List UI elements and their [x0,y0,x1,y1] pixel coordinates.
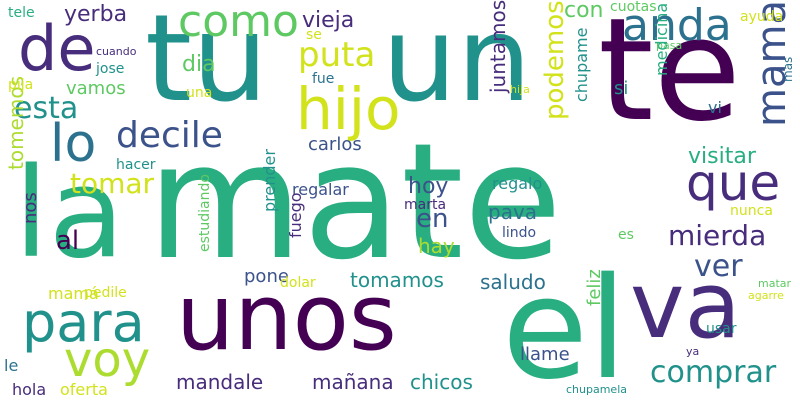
word-nos: nos [20,192,41,224]
word-oferta: oferta [60,380,108,399]
word-voy: voy [64,332,151,388]
word-lo: lo [50,114,97,174]
word-tomamos: tomamos [350,268,444,292]
word-estudiando: estudiando [197,174,213,252]
word-fuego: fuego [286,192,305,238]
word-prender: prender [260,149,279,212]
word-mandale: mandale [176,370,264,394]
word-ayuda: ayuda [740,9,784,25]
word-una: una [186,85,213,101]
word-jose: jose [96,61,125,77]
word-hijo: hijo [296,75,401,143]
word-chupamela: chupamela [566,383,627,396]
word-con: con [564,0,604,23]
word-un: un [382,0,532,128]
word-hija: hija [510,83,530,96]
word-ver: ver [694,249,743,284]
word-chicos: chicos [410,370,473,394]
word-decile: decile [116,115,223,156]
word-carlos: carlos [308,134,362,155]
word-pone: pone [244,266,289,287]
word-vi: vi [708,98,722,117]
word-usar: usar [706,321,737,337]
word-de: de [18,12,96,85]
word-podemos: podemos [540,0,570,120]
word-mañana: mañana [312,370,394,394]
word-te: te [598,0,742,153]
word-dia: dia [182,52,216,77]
word-al: al [56,226,80,256]
word-medicina: medicina [652,2,671,76]
word-juntamos: juntamos [486,0,510,94]
word-esta: esta [14,91,79,126]
word-llame: llame [520,344,570,365]
word-saludo: saludo [480,270,546,294]
word-cuotas: cuotas [610,0,657,15]
word-le: le [4,356,19,375]
word-matar: matar [758,277,792,290]
word-pava: pava [488,200,538,224]
word-para: para [22,291,145,354]
word-en: en [416,204,449,234]
word-se: se [306,27,322,43]
word-mamá: mamá [48,284,99,303]
word-mas: mas [781,56,795,82]
word-vieja: vieja [302,8,355,33]
word-tu: tu [145,0,269,129]
word-vamos: vamos [66,78,126,99]
word-hola: hola [12,380,47,399]
word-visitar: visitar [688,144,756,169]
word-agarre: agarre [748,289,784,302]
word-unos: unos [176,264,397,371]
word-pija: pija [8,77,34,93]
word-comprar: comprar [650,355,777,390]
word-lindo: lindo [502,225,537,241]
word-hoy: hoy [408,174,449,199]
word-dolar: dolar [280,275,316,291]
word-feliz: feliz [584,269,605,306]
word-mierda: mierda [668,219,767,252]
word-el: el [502,248,628,400]
word-tele: tele [8,5,35,21]
word-puta: puta [298,35,376,75]
word-la: la [14,142,125,286]
word-cuando: cuando [96,45,137,58]
word-que: que [686,154,781,212]
word-ya: ya [686,345,700,358]
word-como: como [178,0,299,47]
word-hay: hay [418,234,455,258]
word-yerba: yerba [64,2,128,27]
word-regalo: regalo [492,174,543,193]
word-regalar: regalar [292,180,349,199]
word-pedile: pedile [84,285,127,301]
word-si: si [614,78,629,99]
word-va: va [630,252,741,359]
word-tomar: tomar [70,167,155,200]
word-fue: fue [312,71,335,87]
word-anda: anda [622,0,732,51]
word-nunca: nunca [730,203,773,219]
word-hacer: hacer [116,157,156,173]
word-mate: mate [147,108,563,295]
word-chupame: chupame [572,27,591,102]
word-marta: marta [404,197,447,213]
word-pasa: pasa [656,39,683,52]
word-es: es [618,227,634,243]
